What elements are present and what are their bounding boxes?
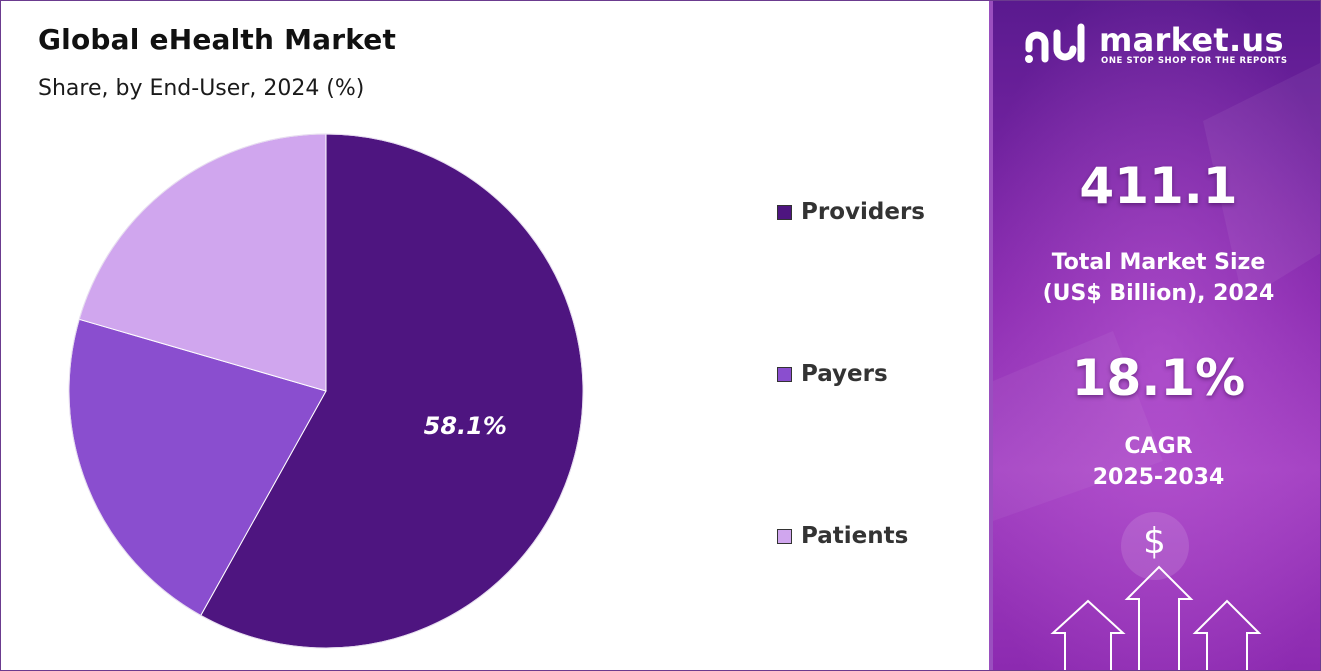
panel-background-decoration	[993, 1, 1320, 670]
legend-swatch-providers	[777, 204, 792, 220]
brand-logo: market.us ONE STOP SHOP FOR THE REPORTS	[1021, 19, 1301, 69]
brand-mark-icon	[1025, 23, 1085, 63]
legend-label-providers: Providers	[801, 199, 925, 225]
cagr-value: 18.1%	[1071, 349, 1246, 407]
legend-swatch-payers	[777, 366, 792, 382]
cagr-caption-line2: 2025-2034	[1092, 465, 1225, 490]
legend: Providers Payers Patients	[777, 1, 977, 670]
pie-chart: 58.1%	[68, 133, 584, 649]
market-size-caption-line1: Total Market Size	[1051, 250, 1266, 275]
legend-item-payers: Payers	[777, 361, 888, 387]
chart-panel: Global eHealth Market Share, by End-User…	[1, 1, 989, 670]
growth-arrows	[1050, 565, 1262, 670]
market-size-value: 411.1	[1079, 157, 1238, 215]
pie-data-label-providers: 58.1%	[424, 412, 507, 440]
legend-swatch-patients	[777, 528, 792, 544]
brand-tagline: ONE STOP SHOP FOR THE REPORTS	[1101, 56, 1288, 66]
dollar-icon: $	[1143, 521, 1166, 562]
legend-item-patients: Patients	[777, 523, 908, 549]
cagr-caption-line1: CAGR	[1124, 434, 1193, 459]
market-size-caption-line2: (US$ Billion), 2024	[1042, 281, 1275, 306]
chart-subtitle: Share, by End-User, 2024 (%)	[38, 76, 365, 101]
legend-label-patients: Patients	[801, 523, 909, 549]
pie-outline	[68, 133, 584, 649]
chart-title: Global eHealth Market	[38, 23, 397, 56]
brand-name: market.us	[1099, 21, 1284, 59]
info-panel: market.us ONE STOP SHOP FOR THE REPORTS …	[989, 1, 1320, 670]
legend-label-payers: Payers	[801, 361, 888, 387]
legend-item-providers: Providers	[777, 199, 925, 225]
